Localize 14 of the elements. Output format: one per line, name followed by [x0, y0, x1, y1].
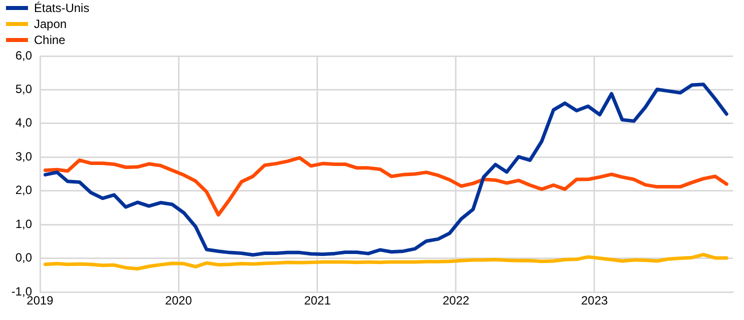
y-tick-label: 0,0 [15, 250, 32, 265]
x-tick-label: 2020 [165, 294, 192, 308]
y-tick-label: 1,0 [15, 216, 32, 231]
y-tick-label: 5,0 [15, 82, 32, 96]
y-tick-label: 6,0 [15, 48, 32, 62]
y-tick-label: 4,0 [15, 116, 32, 130]
y-tick-label: 3,0 [15, 149, 32, 164]
x-tick-label: 2021 [304, 294, 332, 308]
legend-label: États-Unis [34, 1, 90, 15]
legend-label: Japon [34, 17, 67, 31]
legend-label: Chine [34, 33, 66, 47]
x-tick-label: 2022 [442, 294, 470, 308]
x-tick-label: 2023 [581, 294, 608, 308]
y-tick-label: 2,0 [15, 183, 32, 198]
